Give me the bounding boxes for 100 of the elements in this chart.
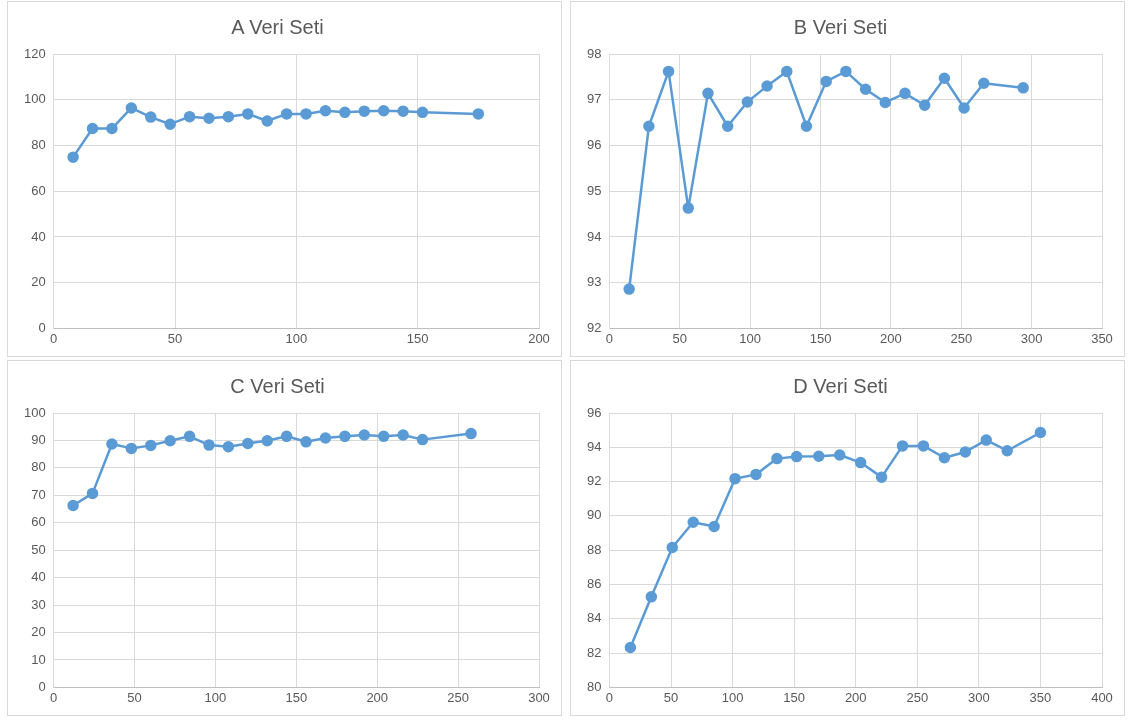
x-tick-label: 50 <box>127 689 142 705</box>
y-tick-label: 80 <box>586 678 602 694</box>
point <box>261 115 273 127</box>
y-tick-label: 82 <box>586 644 602 660</box>
x-tick-label: 0 <box>50 330 58 346</box>
point <box>854 456 867 469</box>
x-tick-label: 250 <box>950 330 973 346</box>
point <box>896 440 909 452</box>
point <box>86 122 99 135</box>
point <box>261 434 273 447</box>
point <box>183 110 196 123</box>
point <box>859 83 872 95</box>
point <box>978 77 990 90</box>
y-tick-label: 94 <box>586 438 602 454</box>
y-tick-label: 80 <box>31 137 46 153</box>
point <box>397 429 409 441</box>
y-tick-label: 10 <box>31 651 46 667</box>
y-tick-label: 96 <box>586 404 602 420</box>
point <box>917 440 930 452</box>
x-tick-label: 400 <box>1091 689 1113 705</box>
point <box>106 122 118 135</box>
y-tick-label: 95 <box>586 182 602 198</box>
point <box>959 446 972 458</box>
point <box>242 437 254 450</box>
x-tick-label: 350 <box>1029 689 1052 705</box>
point <box>203 112 215 125</box>
y-tick-label: 90 <box>586 507 602 523</box>
point <box>813 450 825 462</box>
chart-title: D Veri Seti <box>793 374 888 397</box>
point <box>377 104 390 117</box>
point <box>472 108 485 120</box>
point <box>938 452 951 464</box>
point <box>879 96 892 109</box>
x-tick-label: 300 <box>968 689 990 705</box>
point <box>145 111 157 123</box>
y-tick-label: 90 <box>31 432 46 448</box>
y-tick-label: 88 <box>586 541 602 557</box>
x-tick-label: 300 <box>528 689 550 705</box>
x-tick-label: 0 <box>605 330 614 346</box>
point <box>67 499 79 512</box>
x-tick-label: 200 <box>844 689 867 705</box>
x-tick-label: 150 <box>285 689 308 705</box>
x-tick-label: 50 <box>167 330 183 346</box>
point <box>781 65 793 78</box>
y-tick-label: 30 <box>31 596 46 612</box>
point <box>771 452 783 465</box>
point <box>840 65 852 78</box>
y-tick-label: 40 <box>31 569 46 585</box>
point <box>242 108 254 120</box>
y-tick-label: 93 <box>586 274 602 290</box>
x-tick-label: 250 <box>447 689 469 705</box>
y-tick-label: 20 <box>31 274 46 290</box>
point <box>203 439 215 451</box>
point <box>741 96 754 108</box>
point <box>761 80 773 92</box>
x-tick-label: 0 <box>50 689 58 705</box>
point <box>790 450 803 463</box>
point <box>918 99 931 111</box>
y-tick-label: 84 <box>586 610 602 626</box>
point <box>899 87 911 100</box>
point <box>980 434 992 446</box>
point <box>1001 444 1013 457</box>
point <box>721 120 734 133</box>
point <box>416 106 429 119</box>
point <box>682 202 695 214</box>
y-tick-label: 120 <box>23 45 46 61</box>
point <box>645 591 658 603</box>
y-tick-label: 80 <box>31 459 46 475</box>
point <box>702 87 714 100</box>
point <box>145 439 157 452</box>
x-tick-label: 200 <box>880 330 902 346</box>
point <box>938 72 951 84</box>
point <box>623 283 635 295</box>
point <box>164 434 176 447</box>
y-tick-label: 20 <box>31 624 46 640</box>
x-tick-label: 100 <box>739 330 762 346</box>
y-tick-label: 100 <box>23 404 46 420</box>
point <box>106 438 118 450</box>
point <box>800 120 813 133</box>
point <box>222 441 235 453</box>
y-tick-label: 70 <box>31 486 46 502</box>
x-tick-label: 100 <box>204 689 227 705</box>
point <box>358 105 371 117</box>
point <box>125 102 138 114</box>
point <box>666 541 679 554</box>
point <box>465 427 477 440</box>
y-tick-label: 98 <box>586 45 602 61</box>
point <box>125 442 138 455</box>
point <box>280 430 293 443</box>
y-tick-label: 96 <box>586 137 602 153</box>
point <box>708 520 720 533</box>
y-tick-label: 0 <box>38 678 46 694</box>
point <box>67 151 79 163</box>
y-tick-label: 97 <box>586 91 602 107</box>
y-tick-label: 94 <box>586 228 602 244</box>
point <box>416 433 429 446</box>
point <box>377 430 390 443</box>
x-tick-label: 150 <box>783 689 806 705</box>
y-tick-label: 92 <box>586 473 602 489</box>
y-tick-label: 100 <box>23 91 46 107</box>
